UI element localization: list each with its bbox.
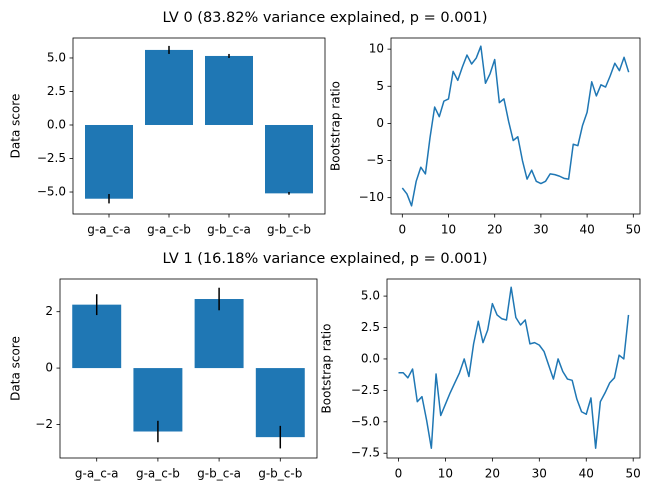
bar <box>85 124 133 199</box>
x-tick-label: 50 <box>626 467 641 481</box>
x-tick-label: 30 <box>533 223 548 237</box>
y-tick-label: 5.0 <box>47 50 66 64</box>
y-tick-label: 2 <box>45 304 53 318</box>
x-tick-label: 20 <box>485 467 500 481</box>
y-tick-label: −5.0 <box>351 414 380 428</box>
y-tick-label: 0.0 <box>361 351 380 365</box>
y-tick-label: −2.5 <box>37 151 66 165</box>
x-tick-label: 50 <box>626 223 641 237</box>
data-line <box>401 45 630 207</box>
x-tick-label: 10 <box>438 467 453 481</box>
y-tick-label: 0.0 <box>47 117 66 131</box>
x-tick-label: g-a_c-b <box>136 467 180 481</box>
bar <box>194 299 244 369</box>
y-tick-label: 0 <box>45 361 53 375</box>
y-axis-label: Data score <box>9 94 23 159</box>
y-axis-label: Data score <box>9 336 23 401</box>
y-tick-label: −5.0 <box>37 185 66 199</box>
axes-frame <box>390 37 641 215</box>
x-tick-label: g-a_c-a <box>87 223 131 237</box>
y-tick-label: 0 <box>376 116 384 130</box>
bar <box>145 49 193 125</box>
y-tick-label: 2.5 <box>47 84 66 98</box>
x-tick-label: 20 <box>487 223 502 237</box>
axes-frame <box>59 278 318 459</box>
y-tick-label: 2.5 <box>361 320 380 334</box>
y-tick-label: −10 <box>359 190 384 204</box>
x-tick-label: 10 <box>441 223 456 237</box>
y-axis-label: Bootstrap ratio <box>320 324 334 414</box>
x-tick-label: g-b_c-a <box>207 223 251 237</box>
x-tick-label: g-a_c-a <box>75 467 119 481</box>
y-tick-label: −2 <box>35 417 53 431</box>
x-tick-label: g-b_c-b <box>258 467 302 481</box>
data-line <box>398 286 630 449</box>
y-tick-label: 5.0 <box>361 289 380 303</box>
y-tick-label: −2.5 <box>351 383 380 397</box>
x-tick-label: 0 <box>398 223 406 237</box>
row-title: LV 0 (83.82% variance explained, p = 0.0… <box>162 10 487 26</box>
x-tick-label: g-a_c-b <box>147 223 191 237</box>
bar <box>255 368 305 438</box>
bar <box>265 124 313 194</box>
x-tick-label: g-b_c-b <box>267 223 311 237</box>
y-axis-label: Bootstrap ratio <box>329 81 343 171</box>
y-tick-label: 5 <box>376 79 384 93</box>
x-tick-label: 40 <box>579 467 594 481</box>
axes-frame <box>386 278 641 459</box>
x-tick-label: 30 <box>532 467 547 481</box>
x-tick-label: 0 <box>395 467 403 481</box>
axes-frame <box>72 37 326 215</box>
row-title: LV 1 (16.18% variance explained, p = 0.0… <box>162 251 487 267</box>
y-tick-label: 10 <box>369 42 384 56</box>
y-tick-label: −7.5 <box>351 446 380 460</box>
x-tick-label: 40 <box>579 223 594 237</box>
bar <box>72 304 122 369</box>
y-tick-label: −5 <box>366 153 384 167</box>
x-tick-label: g-b_c-a <box>197 467 241 481</box>
bar <box>205 55 253 125</box>
